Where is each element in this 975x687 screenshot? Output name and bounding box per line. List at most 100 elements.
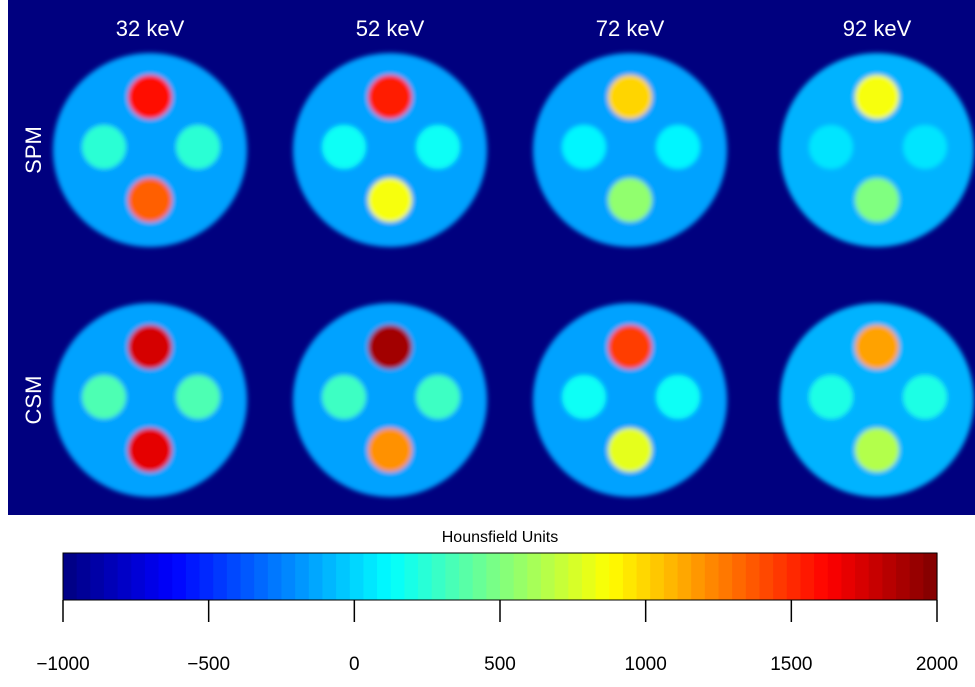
- colorbar-step: [404, 553, 419, 600]
- phantom-disc: [53, 303, 247, 497]
- insert: [368, 428, 412, 472]
- colorbar-step: [131, 553, 146, 600]
- insert: [656, 375, 700, 419]
- colorbar-step: [636, 553, 651, 600]
- phantom: [53, 303, 247, 497]
- colorbar-step: [663, 553, 679, 600]
- insert: [128, 75, 172, 119]
- colorbar-step: [704, 553, 720, 600]
- phantom-disc: [533, 53, 727, 247]
- colorbar-step: [172, 553, 187, 600]
- colorbar-step: [896, 553, 911, 600]
- tick-label: 1000: [625, 654, 667, 675]
- colorbar-step: [199, 553, 214, 600]
- colorbar-step: [527, 553, 542, 600]
- insert: [855, 428, 899, 472]
- tick-label: 2000: [916, 654, 958, 675]
- tick-label: 1500: [770, 654, 812, 675]
- column-label: 52 keV: [356, 16, 425, 41]
- insert: [855, 325, 899, 369]
- colorbar-step: [377, 553, 392, 600]
- colorbar-step: [841, 553, 856, 600]
- colorbar-step: [185, 553, 201, 600]
- phantom: [533, 303, 727, 497]
- colorbar-step: [786, 553, 802, 600]
- phantom-disc: [780, 303, 974, 497]
- insert: [608, 178, 652, 222]
- insert: [322, 125, 366, 169]
- phantom-disc: [53, 53, 247, 247]
- insert: [855, 178, 899, 222]
- colorbar-step: [732, 553, 747, 600]
- phantom: [780, 303, 974, 497]
- colorbar-step: [103, 553, 119, 600]
- colorbar-step: [855, 553, 870, 600]
- colorbar-step: [240, 553, 255, 600]
- colorbar-step: [295, 553, 310, 600]
- insert: [128, 428, 172, 472]
- insert: [82, 375, 126, 419]
- tick-label: 500: [484, 654, 516, 675]
- column-label: 32 keV: [116, 16, 185, 41]
- insert: [656, 125, 700, 169]
- phantom-disc: [293, 53, 487, 247]
- colorbar-step: [622, 553, 638, 600]
- insert: [809, 375, 853, 419]
- insert: [562, 125, 606, 169]
- colorbar-step: [773, 553, 788, 600]
- insert: [368, 178, 412, 222]
- colorbar-title: Hounsfield Units: [442, 529, 559, 546]
- colorbar-step: [650, 553, 665, 600]
- phantom: [293, 53, 487, 247]
- insert: [562, 375, 606, 419]
- colorbar-step: [76, 553, 91, 600]
- insert: [608, 75, 652, 119]
- colorbar-step: [281, 553, 296, 600]
- colorbar-step: [868, 553, 883, 600]
- colorbar-step: [800, 553, 815, 600]
- insert: [608, 325, 652, 369]
- colorbar-step: [759, 553, 774, 600]
- insert: [903, 125, 947, 169]
- colorbar-step: [718, 553, 733, 600]
- colorbar-step: [213, 553, 228, 600]
- colorbar-step: [882, 553, 897, 600]
- insert: [128, 325, 172, 369]
- phantom: [53, 53, 247, 247]
- colorbar-step: [472, 553, 487, 600]
- colorbar-step: [431, 553, 446, 600]
- colorbar-step: [923, 553, 938, 600]
- colorbar-step: [336, 553, 351, 600]
- colorbar-step: [267, 553, 283, 600]
- colorbar-step: [254, 553, 269, 600]
- colorbar-step: [581, 553, 597, 600]
- colorbar-step: [540, 553, 556, 600]
- colorbar-step: [226, 553, 242, 600]
- colorbar-step: [90, 553, 105, 600]
- row-label: CSM: [21, 376, 46, 425]
- tick-label: −500: [187, 654, 230, 675]
- colorbar-step: [363, 553, 378, 600]
- colorbar-step: [609, 553, 624, 600]
- insert: [176, 375, 220, 419]
- colorbar-step: [459, 553, 474, 600]
- phantom-disc: [293, 303, 487, 497]
- tick-label: 0: [349, 654, 360, 675]
- colorbar-step: [63, 553, 78, 600]
- colorbar-step: [349, 553, 365, 600]
- colorbar-step: [418, 553, 433, 600]
- colorbar-step: [827, 553, 843, 600]
- colorbar-step: [691, 553, 706, 600]
- insert: [368, 75, 412, 119]
- insert: [322, 375, 366, 419]
- insert: [416, 375, 460, 419]
- phantom: [293, 303, 487, 497]
- colorbar-step: [745, 553, 761, 600]
- colorbar-step: [677, 553, 692, 600]
- tick-label: −1000: [36, 654, 89, 675]
- colorbar-step: [568, 553, 583, 600]
- insert: [128, 178, 172, 222]
- insert: [608, 428, 652, 472]
- phantom-disc: [780, 53, 974, 247]
